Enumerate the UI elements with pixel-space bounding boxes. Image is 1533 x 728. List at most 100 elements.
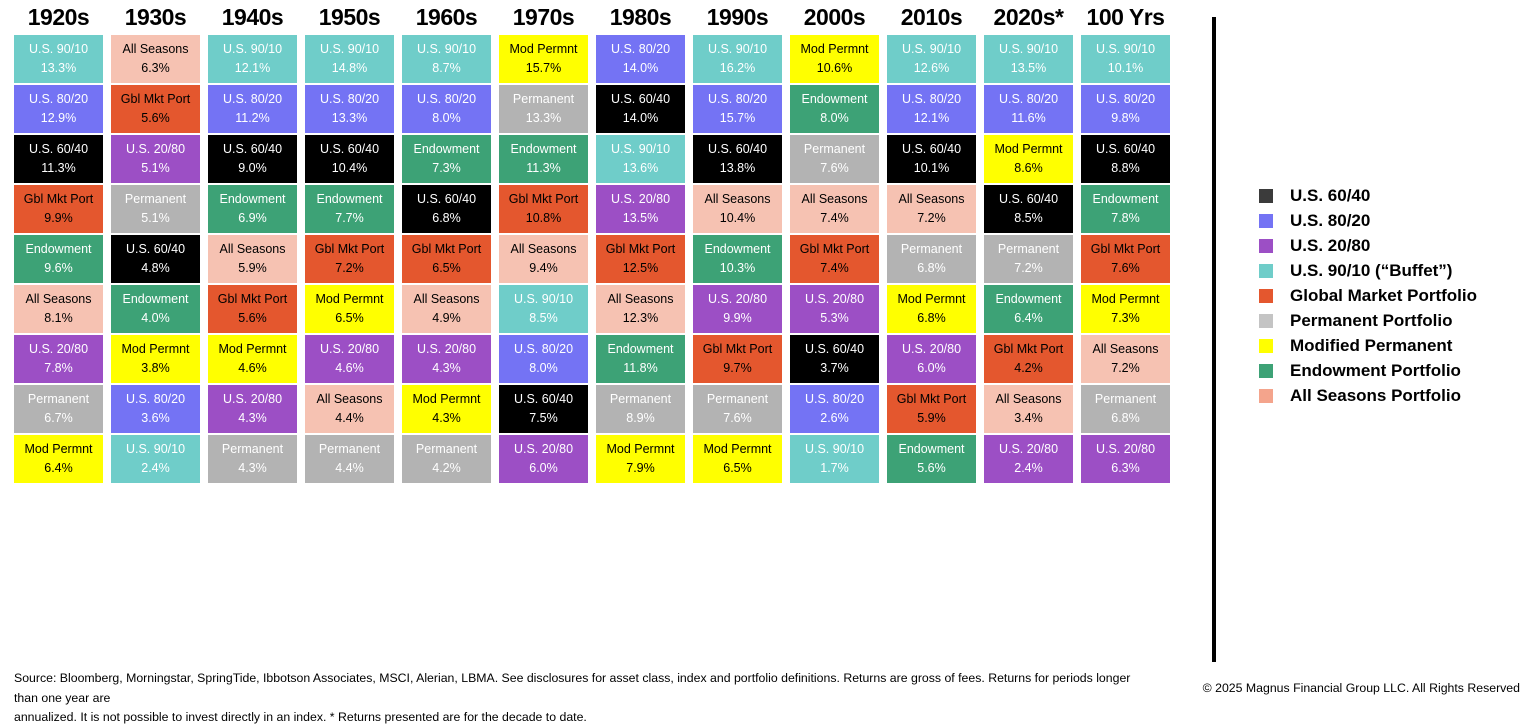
portfolio-name: Gbl Mkt Port <box>411 242 482 257</box>
quilt-cell-global_market-rank5: Gbl Mkt Port 12.5% <box>596 235 685 283</box>
portfolio-name: Permanent <box>221 442 284 457</box>
legend-swatch-icon <box>1259 263 1273 278</box>
column-header-1960s: 1960s <box>415 4 478 30</box>
portfolio-return: 13.3% <box>40 61 77 75</box>
portfolio-return: 6.5% <box>723 461 752 475</box>
column-header-2010s: 2010s <box>900 4 963 30</box>
portfolio-name: Endowment <box>995 292 1062 307</box>
quilt-cell-endowment-rank7: Endowment 11.8% <box>596 335 685 383</box>
column-header-2020s: 2020s* <box>993 4 1064 30</box>
quilt-cell-permanent-rank5: Permanent 6.8% <box>887 235 976 283</box>
quilt-cell-us_60_40-rank3: U.S. 60/40 13.8% <box>693 135 782 183</box>
portfolio-return: 3.6% <box>141 411 170 425</box>
quilt-cell-mod_permanent-rank9: Mod Permnt 6.5% <box>693 435 782 483</box>
quilt-cell-mod_permanent-rank6: Mod Permnt 7.3% <box>1081 285 1170 333</box>
portfolio-name: Mod Permnt <box>509 42 578 57</box>
portfolio-return: 13.3% <box>331 111 368 125</box>
portfolio-name: U.S. 60/40 <box>1095 142 1156 157</box>
portfolio-return: 7.4% <box>820 261 849 275</box>
portfolio-return: 4.3% <box>238 411 267 425</box>
portfolio-name: U.S. 20/80 <box>513 442 574 457</box>
portfolio-name: Permanent <box>512 92 575 107</box>
portfolio-return: 7.5% <box>529 411 558 425</box>
portfolio-return: 12.1% <box>234 61 271 75</box>
portfolio-return: 12.5% <box>622 261 659 275</box>
portfolio-return: 15.7% <box>525 61 562 75</box>
portfolio-name: Mod Permnt <box>24 442 93 457</box>
quilt-cell-us_20_80-rank7: U.S. 20/80 4.6% <box>305 335 394 383</box>
legend-item-us_20_80: U.S. 20/80 <box>1259 235 1477 256</box>
portfolio-name: Gbl Mkt Port <box>799 242 870 257</box>
portfolio-name: U.S. 90/10 <box>610 142 671 157</box>
legend-label: Modified Permanent <box>1290 335 1453 355</box>
portfolio-return: 7.3% <box>1111 311 1140 325</box>
portfolio-name: Gbl Mkt Port <box>896 392 967 407</box>
portfolio-name: U.S. 60/40 <box>707 142 768 157</box>
portfolio-name: Permanent <box>706 392 769 407</box>
legend-label: Global Market Portfolio <box>1290 285 1478 305</box>
portfolio-return: 14.0% <box>622 61 659 75</box>
quilt-cell-us_80_20-rank2: U.S. 80/20 13.3% <box>305 85 394 133</box>
quilt-cell-global_market-rank5: Gbl Mkt Port 6.5% <box>402 235 491 283</box>
quilt-cell-endowment-rank6: Endowment 6.4% <box>984 285 1073 333</box>
quilt-cell-us_20_80-rank8: U.S. 20/80 4.3% <box>208 385 297 433</box>
portfolio-return: 5.1% <box>141 211 170 225</box>
column-header-1990s: 1990s <box>706 4 769 30</box>
portfolio-return: 9.0% <box>238 161 267 175</box>
portfolio-return: 4.2% <box>1014 361 1043 375</box>
portfolio-return: 13.6% <box>622 161 659 175</box>
portfolio-return: 8.5% <box>1014 211 1043 225</box>
portfolio-name: Gbl Mkt Port <box>23 192 94 207</box>
quilt-cell-us_80_20-rank2: U.S. 80/20 8.0% <box>402 85 491 133</box>
portfolio-name: Mod Permnt <box>121 342 190 357</box>
portfolio-name: Endowment <box>413 142 480 157</box>
quilt-cell-us_80_20-rank2: U.S. 80/20 11.6% <box>984 85 1073 133</box>
portfolio-name: Endowment <box>801 92 868 107</box>
column-header-1940s: 1940s <box>221 4 284 30</box>
quilt-cell-us_80_20-rank2: U.S. 80/20 12.9% <box>14 85 103 133</box>
quilt-cell-mod_permanent-rank8: Mod Permnt 4.3% <box>402 385 491 433</box>
portfolio-name: U.S. 80/20 <box>28 92 89 107</box>
portfolio-return: 9.6% <box>44 261 73 275</box>
portfolio-name: U.S. 60/40 <box>125 242 186 257</box>
portfolio-return: 11.8% <box>623 361 658 375</box>
quilt-cell-us_90_10-rank1: U.S. 90/10 14.8% <box>305 35 394 83</box>
portfolio-return: 8.9% <box>626 411 655 425</box>
portfolio-return: 11.2% <box>235 111 270 125</box>
legend-item-global_market: Global Market Portfolio <box>1259 285 1477 306</box>
quilt-cell-all_seasons-rank4: All Seasons 7.2% <box>887 185 976 233</box>
legend-item-endowment: Endowment Portfolio <box>1259 360 1477 381</box>
portfolio-name: Endowment <box>898 442 965 457</box>
quilt-cell-mod_permanent-rank7: Mod Permnt 3.8% <box>111 335 200 383</box>
legend: U.S. 60/40 U.S. 80/20 U.S. 20/80 U.S. 90/10… <box>1259 185 1477 406</box>
portfolio-name: All Seasons <box>898 192 965 207</box>
portfolio-return: 7.2% <box>1014 261 1043 275</box>
quilt-cell-global_market-rank5: Gbl Mkt Port 7.4% <box>790 235 879 283</box>
portfolio-name: Endowment <box>704 242 771 257</box>
portfolio-return: 5.3% <box>820 311 849 325</box>
quilt-cell-us_90_10-rank1: U.S. 90/10 16.2% <box>693 35 782 83</box>
portfolio-return: 13.5% <box>1010 61 1047 75</box>
quilt-cell-us_60_40-rank3: U.S. 60/40 10.4% <box>305 135 394 183</box>
portfolio-return: 13.8% <box>719 161 756 175</box>
portfolio-name: All Seasons <box>510 242 577 257</box>
portfolio-return: 10.4% <box>719 211 756 225</box>
quilt-cell-us_90_10-rank9: U.S. 90/10 1.7% <box>790 435 879 483</box>
portfolio-name: U.S. 90/10 <box>222 42 283 57</box>
portfolio-name: Mod Permnt <box>315 292 384 307</box>
portfolio-name: U.S. 20/80 <box>998 442 1059 457</box>
portfolio-name: U.S. 20/80 <box>222 392 283 407</box>
quilt-cell-us_80_20-rank2: U.S. 80/20 11.2% <box>208 85 297 133</box>
portfolio-name: U.S. 20/80 <box>610 192 671 207</box>
quilt-cell-all_seasons-rank4: All Seasons 7.4% <box>790 185 879 233</box>
portfolio-name: U.S. 60/40 <box>222 142 283 157</box>
quilt-cell-global_market-rank7: Gbl Mkt Port 9.7% <box>693 335 782 383</box>
portfolio-return: 6.8% <box>432 211 461 225</box>
portfolio-return: 4.4% <box>335 461 364 475</box>
portfolio-return: 6.3% <box>1111 461 1140 475</box>
quilt-cell-permanent-rank8: Permanent 7.6% <box>693 385 782 433</box>
portfolio-return: 2.6% <box>820 411 849 425</box>
portfolio-return: 5.6% <box>917 461 946 475</box>
portfolio-name: U.S. 90/10 <box>319 42 380 57</box>
column-header-1970s: 1970s <box>512 4 575 30</box>
